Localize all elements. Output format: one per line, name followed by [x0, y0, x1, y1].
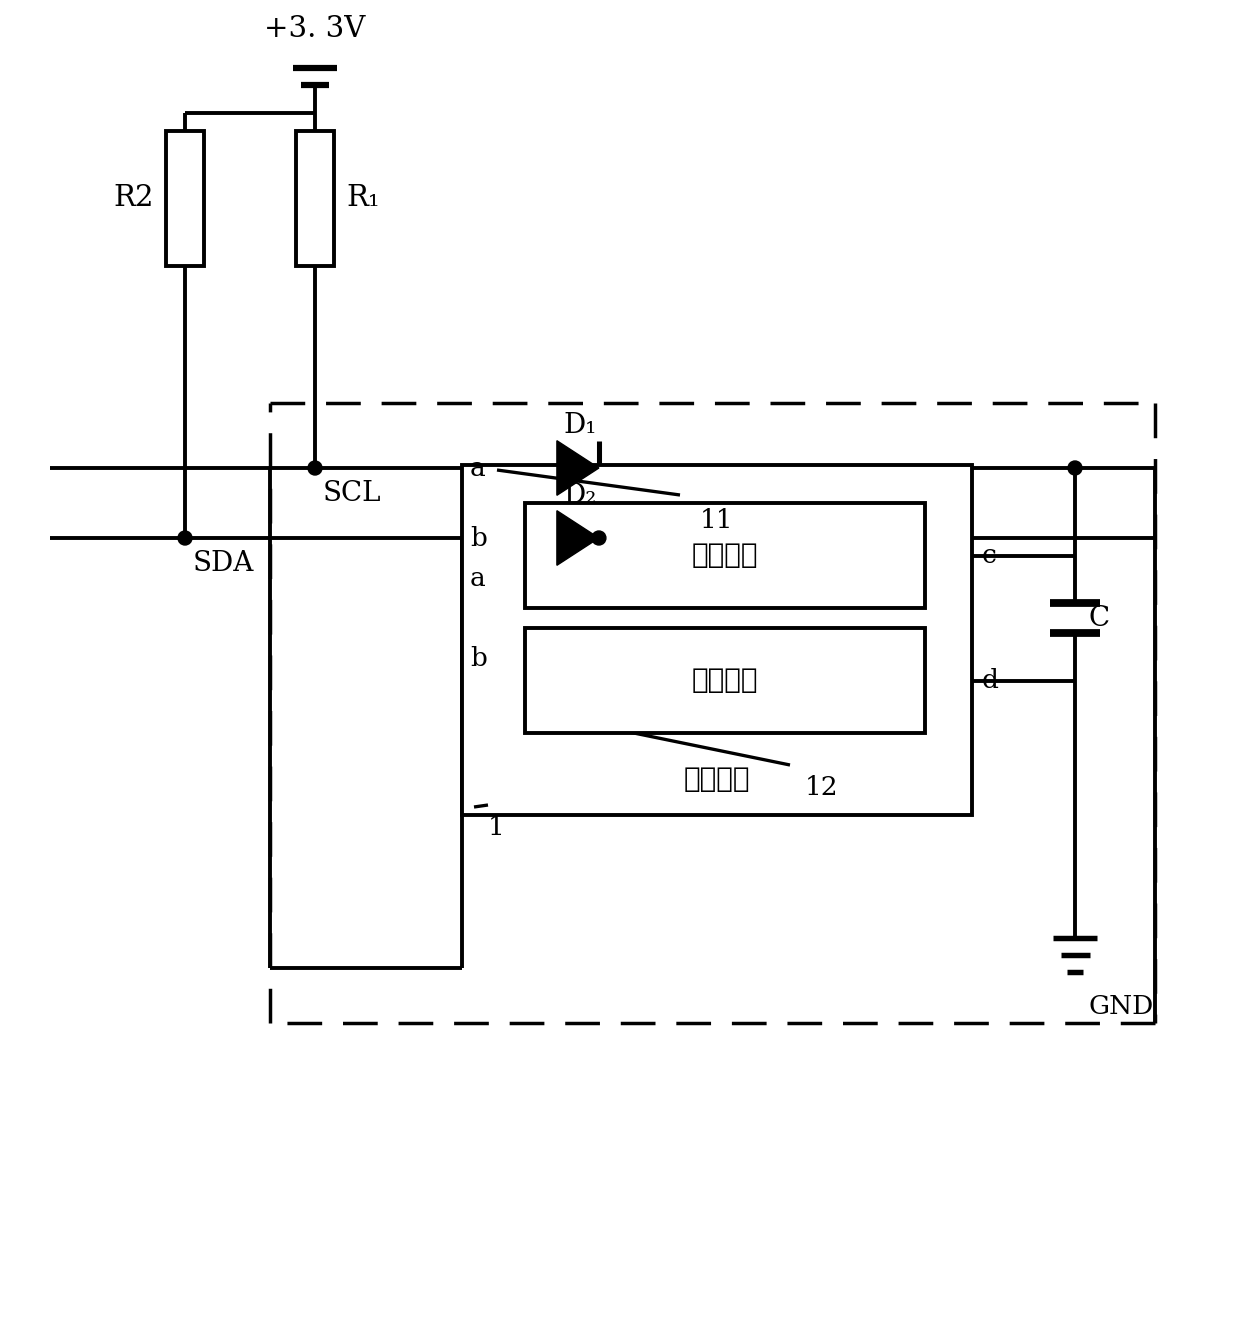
Text: 11: 11 — [701, 508, 734, 533]
Circle shape — [179, 531, 192, 545]
Text: C: C — [1089, 604, 1110, 632]
Text: 通讯电路: 通讯电路 — [692, 543, 758, 569]
Text: 内部电路: 内部电路 — [683, 766, 750, 793]
Text: 12: 12 — [805, 774, 838, 800]
Text: 1: 1 — [489, 814, 505, 840]
Text: +3. 3V: +3. 3V — [264, 15, 366, 43]
Text: D₂: D₂ — [563, 483, 596, 509]
Circle shape — [591, 531, 606, 545]
Text: R2: R2 — [114, 184, 154, 212]
Bar — [296, 131, 334, 267]
Text: b: b — [470, 645, 487, 670]
Bar — [166, 131, 205, 267]
Circle shape — [1068, 461, 1083, 475]
Text: SCL: SCL — [322, 480, 382, 507]
Text: D₁: D₁ — [563, 412, 596, 439]
Bar — [525, 628, 925, 733]
Text: b: b — [470, 525, 487, 551]
Bar — [463, 465, 972, 814]
Polygon shape — [557, 511, 599, 565]
Text: R₁: R₁ — [346, 184, 379, 212]
Text: 存储电路: 存储电路 — [692, 666, 758, 694]
Text: SDA: SDA — [193, 551, 254, 577]
Circle shape — [308, 461, 322, 475]
Text: a: a — [470, 565, 486, 591]
Text: d: d — [982, 668, 999, 693]
Polygon shape — [557, 441, 599, 496]
Text: c: c — [982, 543, 997, 568]
Bar — [525, 503, 925, 608]
Text: GND: GND — [1089, 994, 1154, 1018]
Text: a: a — [470, 456, 486, 480]
